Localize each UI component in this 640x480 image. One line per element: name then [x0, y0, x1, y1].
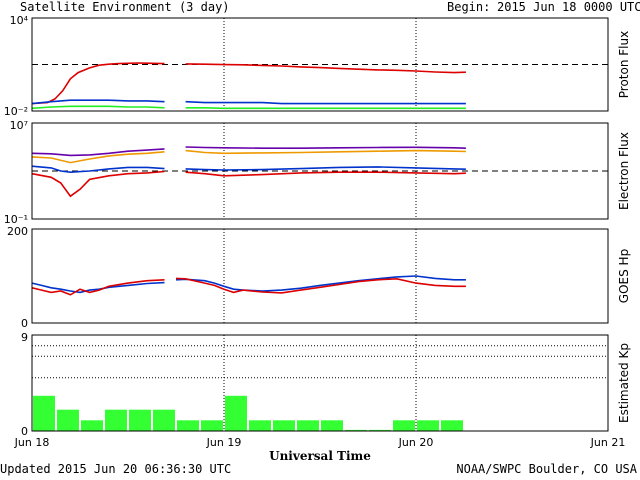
electron-ytick-top: 10⁷ — [10, 119, 28, 132]
kp-ylabel: Estimated Kp — [617, 343, 631, 423]
kp-bar — [105, 409, 127, 431]
kp-bar — [33, 395, 55, 431]
kp-bar — [129, 409, 151, 431]
electron-panel-frame — [31, 122, 609, 220]
electron-ylabel: Electron Flux — [617, 132, 631, 210]
hp-panel-frame — [31, 228, 609, 324]
kp-bar — [417, 420, 439, 431]
kp-bar — [249, 420, 271, 431]
begin-label: Begin: — [447, 0, 491, 14]
kp-bar — [345, 429, 367, 431]
kp-bar — [177, 420, 199, 431]
kp-ytick-bottom: 0 — [21, 425, 28, 438]
electron-series-1 — [31, 149, 466, 164]
page-title: Satellite Environment (3 day) — [20, 0, 230, 14]
kp-bar — [273, 420, 295, 431]
proton-ytick-top: 10⁴ — [10, 14, 29, 27]
hp-ytick-bottom: 0 — [21, 317, 28, 330]
xtick-label: Jun 19 — [206, 436, 242, 449]
xtick-label: Jun 20 — [398, 436, 434, 449]
updated-timestamp: Updated 2015 Jun 20 06:36:30 UTC — [0, 462, 232, 476]
kp-bar — [57, 409, 79, 431]
kp-bar — [297, 420, 319, 431]
x-axis-title: Universal Time — [269, 449, 371, 463]
kp-bar — [153, 409, 175, 431]
kp-bar — [321, 420, 343, 431]
begin-value: 2015 Jun 18 0000 UTC — [497, 0, 640, 14]
kp-panel-frame — [31, 334, 609, 432]
proton-panel-frame — [31, 17, 609, 112]
hp-series-1 — [31, 277, 466, 296]
proton-ylabel: Proton Flux — [617, 31, 631, 98]
kp-bar — [81, 420, 103, 431]
proton-series-0 — [31, 62, 466, 105]
kp-bar — [201, 420, 223, 431]
kp-bar — [441, 420, 463, 431]
hp-ytick-top: 200 — [7, 225, 28, 238]
kp-ytick-top: 9 — [21, 331, 28, 344]
credit-text: NOAA/SWPC Boulder, CO USA — [456, 462, 637, 476]
electron-series-2 — [31, 165, 466, 174]
proton-ytick-bottom: 10⁻² — [4, 105, 28, 118]
electron-series-3 — [31, 170, 466, 198]
electron-series-0 — [31, 146, 466, 157]
kp-bar — [369, 429, 391, 431]
proton-series-1 — [31, 99, 466, 105]
xtick-label: Jun 21 — [590, 436, 626, 449]
xtick-label: Jun 18 — [14, 436, 50, 449]
hp-ylabel: GOES Hp — [617, 249, 631, 303]
kp-bar — [393, 420, 415, 431]
kp-bar — [225, 395, 247, 431]
electron-ytick-bottom: 10⁻¹ — [4, 213, 28, 226]
proton-series-2 — [31, 105, 466, 110]
